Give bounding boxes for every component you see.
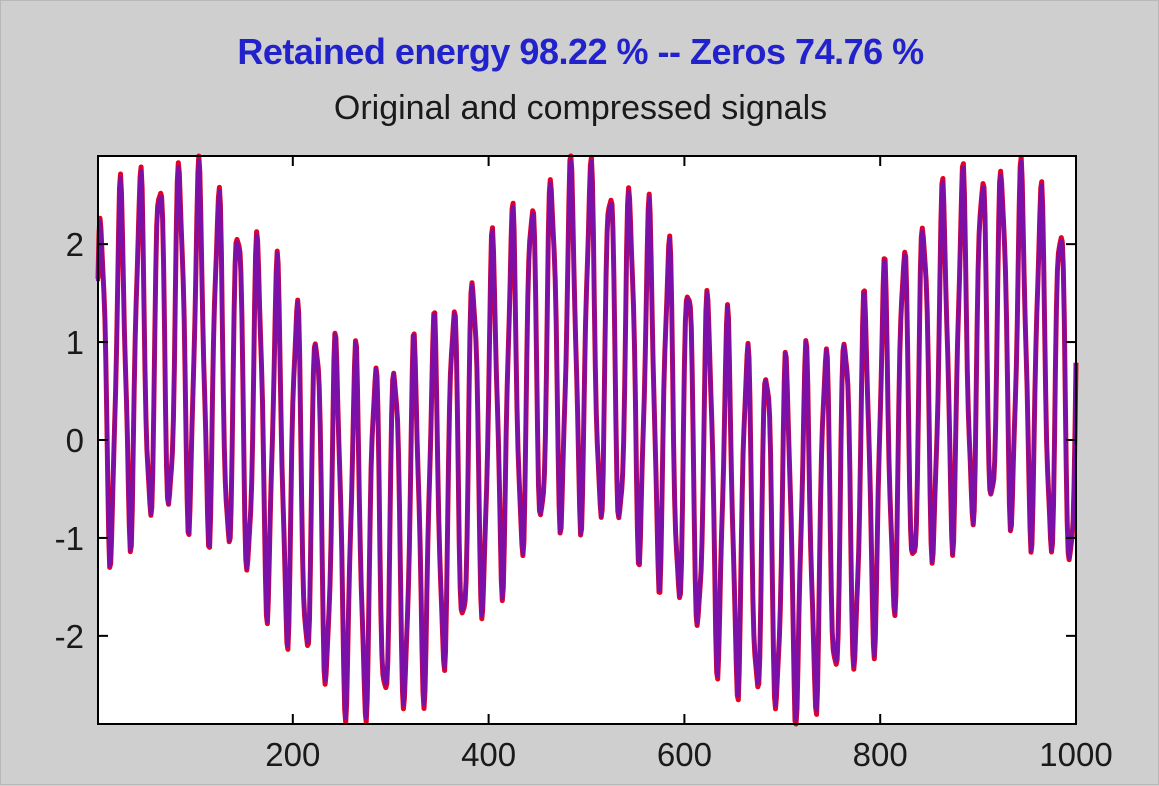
series-line-2 bbox=[96, 158, 1078, 722]
x-tick-label: 800 bbox=[853, 736, 908, 773]
chart-subtitle: Original and compressed signals bbox=[333, 89, 828, 127]
x-tick-label: 400 bbox=[461, 736, 516, 773]
x-tick-label: 600 bbox=[657, 736, 712, 773]
y-tick-label: -2 bbox=[55, 618, 84, 655]
chart-title: Retained energy 98.22 % -- Zeros 74.76 % bbox=[237, 31, 924, 72]
y-tick-label: 0 bbox=[66, 422, 84, 459]
y-tick-label: 1 bbox=[66, 324, 84, 361]
ticks-layer: 200 400 600 800 1000 2 1 0 -1 -2 bbox=[55, 156, 1113, 773]
y-tick-label: 2 bbox=[66, 226, 84, 263]
series-layer bbox=[95, 153, 1079, 727]
y-tick-label: -1 bbox=[55, 520, 84, 557]
x-tick-label: 1000 bbox=[1039, 736, 1112, 773]
x-tick-label: 200 bbox=[265, 736, 320, 773]
